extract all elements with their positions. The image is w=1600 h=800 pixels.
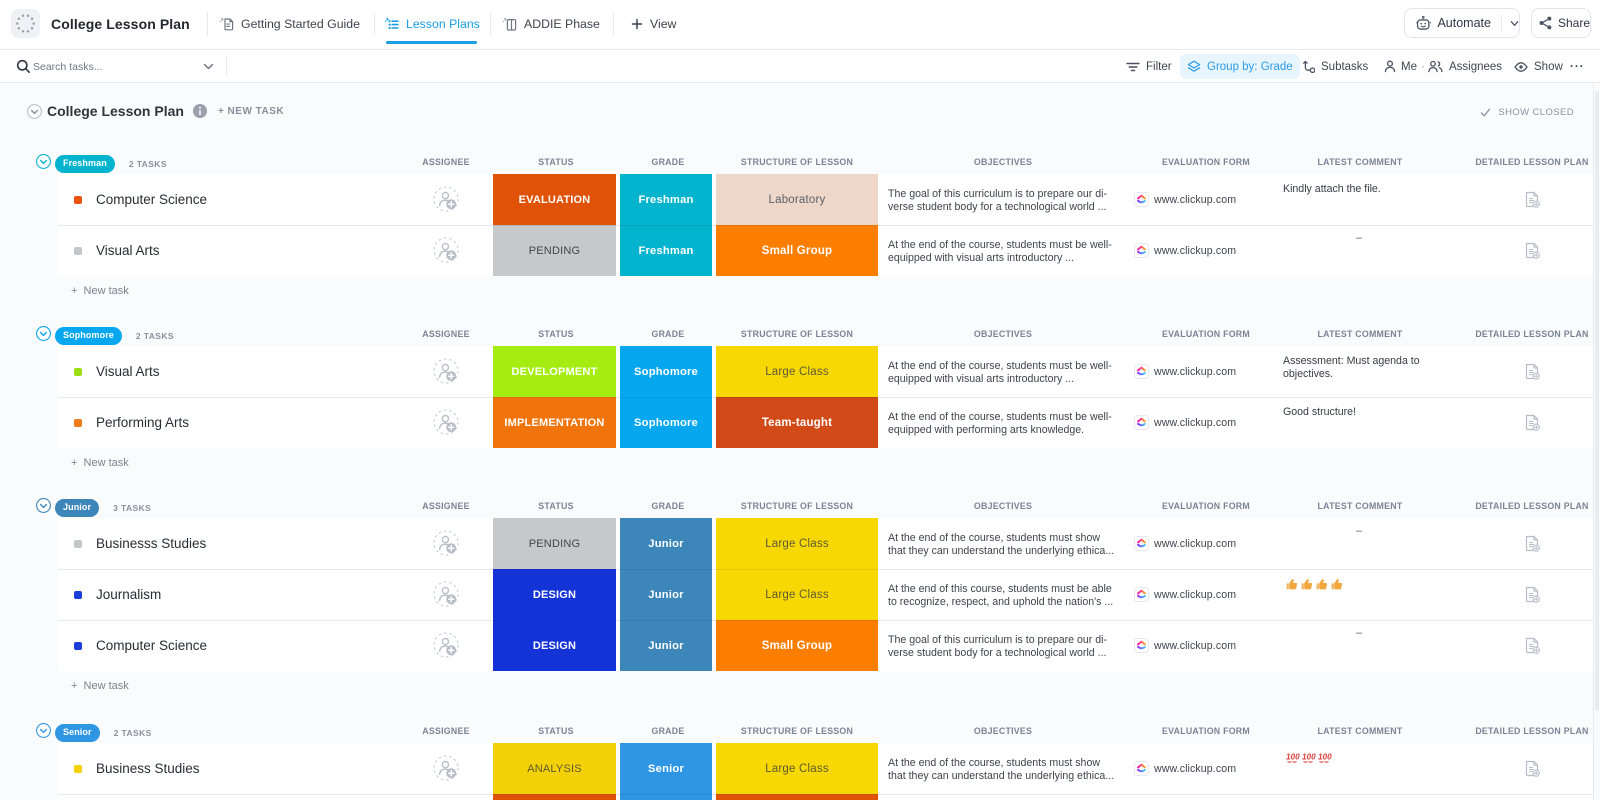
svg-text:100: 100: [1286, 753, 1300, 762]
svg-text:100: 100: [1318, 753, 1332, 762]
svg-text:100: 100: [1302, 753, 1316, 762]
